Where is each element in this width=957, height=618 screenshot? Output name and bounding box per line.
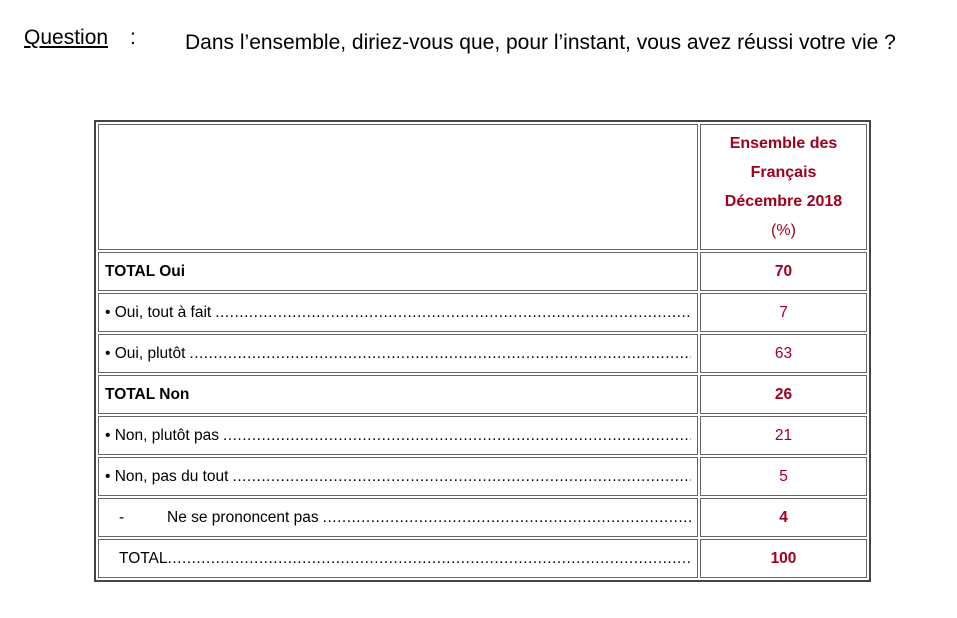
- row-value: 5: [700, 457, 867, 496]
- dot-leader: [223, 427, 691, 445]
- dot-leader: [215, 304, 691, 322]
- header-line-1: Ensemble des: [729, 135, 838, 152]
- row-value: 70: [700, 252, 867, 291]
- row-dash: -: [119, 508, 125, 526]
- results-table: Ensemble des Français Décembre 2018 (%) …: [94, 120, 871, 582]
- row-value: 26: [700, 375, 867, 414]
- header-line-3: Décembre 2018: [724, 193, 843, 210]
- row-value: 21: [700, 416, 867, 455]
- table-row: TOTAL Non 26: [98, 375, 867, 414]
- row-label: • Oui, plutôt: [105, 344, 186, 362]
- row-label: • Non, pas du tout: [105, 467, 229, 485]
- question-colon: :: [130, 26, 136, 49]
- row-value: 100: [700, 539, 867, 578]
- question-text: Dans l’ensemble, diriez-vous que, pour l…: [185, 31, 896, 54]
- table-row-total: TOTAL 100: [98, 539, 867, 578]
- table-row: • Non, plutôt pas 21: [98, 416, 867, 455]
- dot-leader: [232, 468, 691, 486]
- table-row: • Oui, tout à fait 7: [98, 293, 867, 332]
- dot-leader: [323, 509, 691, 527]
- header-line-2: Français: [750, 164, 817, 181]
- header-column: Ensemble des Français Décembre 2018 (%): [700, 124, 867, 250]
- row-value: 7: [700, 293, 867, 332]
- row-value: 4: [700, 498, 867, 537]
- row-label: TOTAL Oui: [98, 252, 698, 291]
- row-value: 63: [700, 334, 867, 373]
- row-label: • Oui, tout à fait: [105, 303, 212, 321]
- dot-leader: [168, 550, 691, 568]
- dot-leader: [189, 345, 691, 363]
- row-label: TOTAL: [119, 549, 168, 567]
- header-empty-cell: [98, 124, 698, 250]
- table-row: - Ne se prononcent pas 4: [98, 498, 867, 537]
- table-row: TOTAL Oui 70: [98, 252, 867, 291]
- row-label: Ne se prononcent pas: [167, 508, 319, 526]
- question-label: Question: [24, 26, 109, 49]
- table-header-row: Ensemble des Français Décembre 2018 (%): [98, 124, 867, 250]
- row-label: • Non, plutôt pas: [105, 426, 219, 444]
- table-row: • Oui, plutôt 63: [98, 334, 867, 373]
- header-unit: (%): [771, 222, 796, 239]
- table-row: • Non, pas du tout 5: [98, 457, 867, 496]
- row-label: TOTAL Non: [98, 375, 698, 414]
